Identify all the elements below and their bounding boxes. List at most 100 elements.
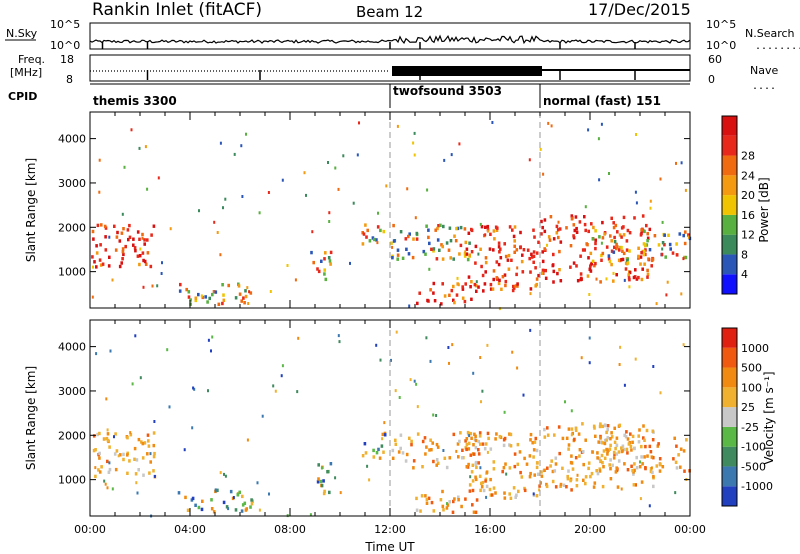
echo-cell xyxy=(457,498,460,502)
echo-cell xyxy=(382,229,386,234)
echo-cell xyxy=(439,223,442,227)
echo-cell xyxy=(599,422,602,426)
echo-cell xyxy=(508,432,511,436)
echo-cell xyxy=(602,449,606,453)
echo-cell xyxy=(375,451,379,455)
echo-cell xyxy=(591,450,594,454)
echo-cell-sparse xyxy=(511,350,514,354)
echo-cell xyxy=(528,454,532,458)
colorbar-band xyxy=(722,195,737,215)
echo-cell-sparse xyxy=(153,474,156,478)
echo-cell xyxy=(546,426,549,430)
echo-cell xyxy=(682,233,685,238)
echo-cell xyxy=(549,464,552,468)
echo-cell-sparse xyxy=(661,247,664,251)
echo-cell xyxy=(396,248,400,252)
echo-cell-sparse xyxy=(472,371,475,375)
echo-cell xyxy=(642,424,645,428)
echo-cell xyxy=(326,470,329,474)
echo-cell-sparse xyxy=(597,137,600,141)
echo-cell-sparse xyxy=(639,460,641,464)
echo-cell-sparse xyxy=(475,280,478,284)
echo-cell xyxy=(553,433,556,437)
echo-cell xyxy=(492,460,496,464)
echo-cell xyxy=(436,445,440,449)
echo-cell xyxy=(612,279,615,283)
echo-cell xyxy=(584,475,588,479)
echo-cell xyxy=(533,440,537,444)
echo-cell xyxy=(95,251,99,255)
echo-cell xyxy=(405,247,408,251)
echo-cell xyxy=(528,475,532,479)
echo-cell-sparse xyxy=(131,382,134,386)
echo-cell xyxy=(509,444,513,448)
echo-cell-sparse xyxy=(222,206,224,210)
colorbar-band xyxy=(722,426,737,447)
echo-cell-sparse xyxy=(91,295,94,299)
echo-cell xyxy=(250,502,254,506)
echo-cell xyxy=(535,277,539,281)
power-colorbar: 4 8 12 16 20 24 28 xyxy=(721,115,755,295)
echo-cell xyxy=(540,219,543,224)
colorbar-band xyxy=(722,116,737,136)
echo-cell xyxy=(126,436,129,440)
echo-cell-sparse xyxy=(432,413,435,417)
echo-cell xyxy=(497,241,501,245)
echo-cell xyxy=(612,456,616,460)
echo-cell-sparse xyxy=(267,191,270,194)
echo-cell-sparse xyxy=(210,349,212,353)
echo-cell xyxy=(422,249,426,254)
echo-cell xyxy=(432,291,435,295)
echo-cell xyxy=(178,289,182,293)
echo-cell xyxy=(597,440,600,444)
echo-cell-sparse xyxy=(684,188,687,192)
echo-cell xyxy=(644,466,647,471)
echo-cell xyxy=(633,216,636,220)
echo-cell xyxy=(650,264,653,268)
echo-cell xyxy=(525,462,529,466)
echo-cell xyxy=(606,424,610,428)
colorbar-band xyxy=(722,135,737,156)
echo-cell xyxy=(421,465,424,469)
echo-cell xyxy=(461,296,465,300)
echo-cell xyxy=(513,244,516,248)
echo-cell xyxy=(504,254,508,259)
echo-cell xyxy=(577,432,581,436)
colorbar-band xyxy=(722,214,737,235)
echo-cell xyxy=(472,452,476,456)
echo-cell xyxy=(640,277,644,282)
echo-cell-sparse xyxy=(339,491,342,495)
echo-cell-sparse xyxy=(161,261,163,265)
echo-cell xyxy=(249,505,252,509)
echo-cell-sparse xyxy=(139,376,142,380)
echo-cell xyxy=(464,282,467,286)
echo-cell xyxy=(606,449,609,454)
echo-cell xyxy=(401,256,405,260)
echo-cell xyxy=(118,239,122,243)
echo-cell xyxy=(643,455,646,459)
echo-cell xyxy=(480,264,483,269)
echo-cell xyxy=(559,484,562,488)
echo-cell-sparse xyxy=(570,409,573,413)
echo-cell xyxy=(625,430,628,434)
echo-cell xyxy=(594,261,597,266)
echo-cell xyxy=(615,436,619,440)
echo-cell xyxy=(243,501,247,505)
echo-cell xyxy=(532,254,536,258)
echo-cell xyxy=(383,433,387,437)
echo-cell xyxy=(556,228,560,232)
echo-cell xyxy=(489,232,492,236)
echo-cell xyxy=(187,295,191,299)
nsearch-line-key: ........ xyxy=(755,41,800,52)
echo-cell xyxy=(503,242,506,246)
freq-nave-strip: Freq. [MHz] 18 8 60 0 Nave .... xyxy=(10,53,778,92)
echo-cell xyxy=(612,221,615,225)
echo-cell xyxy=(210,498,213,502)
echo-cell xyxy=(412,466,415,470)
echo-cell-sparse xyxy=(394,389,397,393)
echo-cell xyxy=(595,469,598,473)
echo-cell xyxy=(468,489,472,493)
echo-cell xyxy=(513,239,516,243)
echo-cell xyxy=(324,277,328,282)
echo-cell-sparse xyxy=(117,454,120,458)
